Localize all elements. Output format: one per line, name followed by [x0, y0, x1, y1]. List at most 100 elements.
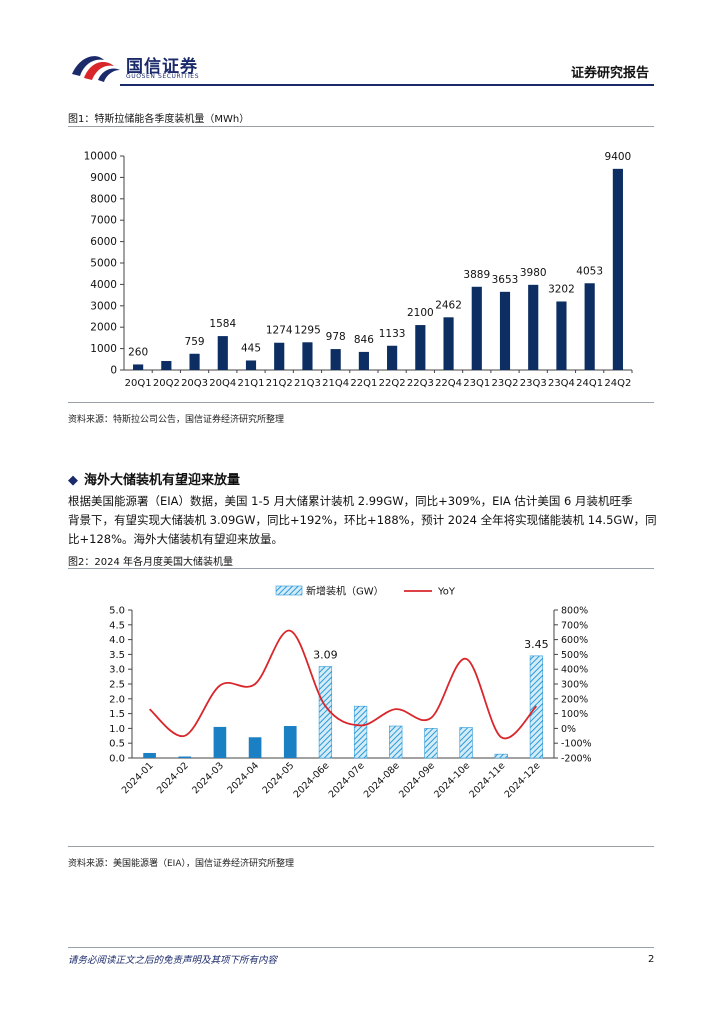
x-tick-label: 23Q3 [520, 378, 547, 389]
bar-data-label: 2462 [435, 299, 462, 311]
bar-data-label: 1295 [294, 324, 321, 336]
bar-data-label: 445 [241, 342, 261, 354]
x-tick-label: 2024-05 [261, 760, 297, 796]
right-y-tick-label: 200% [561, 694, 588, 705]
bar-data-label: 3.45 [524, 638, 549, 651]
y-tick-label: 2000 [90, 322, 117, 334]
y-tick-label: 10000 [84, 151, 117, 163]
bar-data-label: 3.09 [313, 649, 338, 662]
bar-data-label: 759 [185, 336, 205, 348]
x-tick-label: 23Q1 [463, 378, 490, 389]
diamond-bullet-icon: ◆ [68, 473, 78, 488]
figure1-bottom-rule [68, 402, 654, 403]
tesla-storage-bar-chart: 0 1000 2000 3000 4000 5000 6000 7000 8000 9000 100… [84, 151, 633, 389]
guosen-logo-icon [72, 56, 120, 82]
x-tick-label: 2024-03 [190, 760, 226, 796]
bar [387, 345, 398, 370]
figure2-bottom-rule [68, 846, 654, 847]
x-tick-label: 21Q3 [294, 378, 321, 389]
left-y-tick-label: 0.5 [109, 739, 125, 750]
left-y-tick-label: 3.0 [109, 665, 125, 676]
x-tick-label: 2024-09e [397, 760, 437, 800]
bar [133, 364, 144, 370]
x-tick-label: 2024-10e [432, 760, 472, 800]
legend-label-bars: 新增装机（GW） [306, 585, 384, 598]
bar-data-label: 3889 [463, 269, 490, 281]
bar [471, 286, 482, 370]
bar-data-label: 3980 [520, 267, 547, 279]
y-tick-label: 4000 [90, 279, 117, 291]
bar-data-label: 1274 [266, 325, 293, 337]
bar [245, 360, 257, 370]
bar-data-label: 260 [128, 346, 148, 358]
right-y-tick-label: 100% [561, 709, 588, 720]
section-title: 海外大储装机有望迎来放量 [84, 473, 241, 488]
bar [189, 353, 200, 370]
x-tick-label: 22Q3 [407, 378, 434, 389]
y-tick-label: 9000 [90, 172, 117, 184]
bar [528, 284, 539, 370]
x-tick-label: 21Q1 [238, 378, 265, 389]
bar-data-label: 1133 [379, 328, 406, 340]
left-y-tick-label: 1.5 [109, 709, 125, 720]
x-tick-label: 20Q3 [181, 378, 208, 389]
x-tick-label: 20Q2 [153, 378, 180, 389]
x-tick-label: 22Q2 [379, 378, 406, 389]
right-y-tick-label: 700% [561, 620, 588, 631]
bar [612, 168, 623, 370]
bar [556, 301, 567, 370]
x-tick-label: 22Q1 [350, 378, 377, 389]
footer-disclaimer: 请务必阅读正文之后的免责声明及其项下所有内容 [68, 955, 278, 966]
bar [415, 325, 426, 370]
yoy-line [148, 629, 538, 740]
right-y-tick-label: 800% [561, 606, 588, 617]
bar-data-label: 3202 [548, 283, 575, 295]
bar [178, 756, 192, 758]
right-y-tick-label: 500% [561, 650, 588, 661]
right-y-tick-label: -200% [561, 754, 592, 765]
page-number: 2 [648, 954, 655, 965]
bar [302, 342, 313, 370]
x-tick-label: 24Q1 [576, 378, 603, 389]
bar-data-label: 2100 [407, 307, 434, 319]
legend-swatch-bars [275, 585, 303, 596]
right-y-tick-label: -100% [561, 739, 592, 750]
bar [353, 705, 368, 759]
x-tick-label: 2024-08e [362, 760, 402, 800]
x-tick-label: 21Q4 [322, 378, 349, 389]
figure1-source: 资料来源：特斯拉公司公告，国信证券经济研究所整理 [68, 415, 285, 425]
report-type: 证券研究报告 [571, 66, 650, 81]
section-heading: ◆ 海外大储装机有望迎来放量 [68, 469, 240, 488]
bar [217, 336, 228, 370]
bar-data-label: 3653 [492, 274, 519, 286]
bar [161, 361, 172, 370]
bar-data-label: 4053 [576, 265, 603, 277]
bar [389, 725, 403, 759]
left-y-tick-label: 2.5 [109, 680, 125, 691]
bar-data-label: 978 [326, 331, 346, 343]
brand-name-en: GUOSEN SECURITIES [126, 73, 200, 80]
x-tick-label: 2024-06e [292, 760, 332, 800]
left-y-tick-label: 5.0 [109, 606, 125, 617]
x-tick-label: 24Q2 [604, 378, 631, 389]
footer-rule [68, 947, 654, 948]
right-y-tick-label: 300% [561, 680, 588, 691]
figure2-source: 资料来源：美国能源署（EIA），国信证券经济研究所整理 [68, 859, 294, 869]
figure1-caption: 图1：特斯拉储能各季度装机量（MWh） [68, 114, 250, 125]
bar [213, 726, 227, 758]
brand-logo [70, 50, 122, 84]
bar [143, 752, 156, 758]
y-tick-label: 5000 [90, 258, 117, 270]
x-tick-label: 2024-02 [155, 760, 191, 796]
bar [494, 753, 508, 759]
us-storage-monthly-chart: 新增装机（GW） YoY 0.0 0.5 1.0 1.5 2.0 2.5 3.0 3.5 4.0 4.… [109, 585, 592, 801]
y-tick-label: 8000 [90, 193, 117, 205]
bar [358, 351, 369, 370]
right-y-tick-label: 600% [561, 635, 588, 646]
x-tick-label: 23Q4 [548, 378, 575, 389]
left-y-tick-label: 0.0 [109, 754, 125, 765]
bar [330, 349, 341, 370]
legend-label-line: YoY [437, 587, 456, 598]
figure2-caption: 图2：2024 年各月度美国大储装机量 [68, 557, 233, 568]
y-tick-label: 0 [110, 365, 117, 377]
